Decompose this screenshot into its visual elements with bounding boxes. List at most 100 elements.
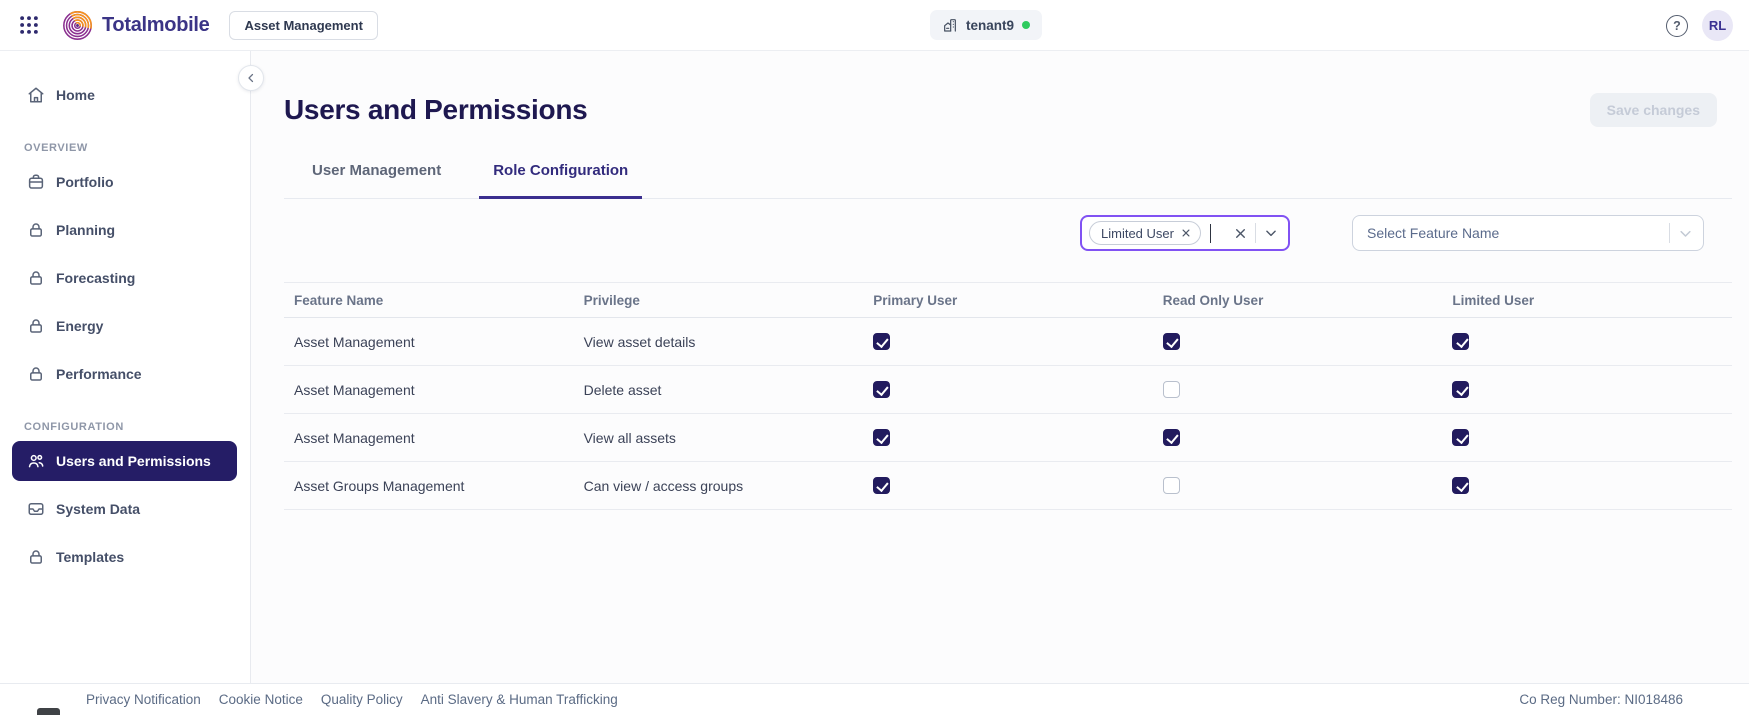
checkbox-read-only-user[interactable] <box>1162 477 1180 494</box>
checkbox-primary-user-cell <box>863 414 1153 462</box>
checkbox-primary-user[interactable] <box>873 429 891 446</box>
bottom-left-artifact <box>37 708 60 715</box>
chevron-left-icon <box>248 73 254 83</box>
main-content: Users and Permissions Save changes User … <box>251 51 1749 683</box>
tab-bar: User Management Role Configuration <box>284 143 1732 199</box>
clear-filter-icon[interactable] <box>1234 227 1247 240</box>
privilege-cell: Delete asset <box>583 381 662 398</box>
chip-remove-icon[interactable] <box>1181 228 1191 238</box>
table-row: Asset Management Delete asset <box>284 366 1732 414</box>
checkbox-read-only-user[interactable] <box>1162 429 1180 446</box>
privilege-cell: View all assets <box>583 429 676 446</box>
checkbox-primary-user-cell <box>863 366 1153 414</box>
privilege-cell: View asset details <box>583 333 696 350</box>
permissions-table: Feature Name Privilege Primary User Read On… <box>284 282 1732 510</box>
checkbox-read-only-user-cell <box>1153 366 1443 414</box>
save-changes-button[interactable]: Save changes <box>1589 93 1717 127</box>
table-header-row: Feature Name Privilege Primary User Read On… <box>284 283 1732 318</box>
table-row: Asset Groups Management Can view / access… <box>284 462 1732 510</box>
tab-user-management[interactable]: User Management <box>312 162 442 179</box>
sidebar-collapse-button[interactable] <box>238 65 264 91</box>
privilege-cell: Can view / access groups <box>583 477 744 494</box>
lock-icon <box>27 548 45 566</box>
chevron-down-icon[interactable] <box>1678 226 1693 241</box>
lock-icon <box>27 269 45 287</box>
checkbox-primary-user[interactable] <box>873 381 891 398</box>
sidebar-item-portfolio[interactable]: Portfolio <box>12 162 237 202</box>
co-reg-number: Co Reg Number: NI018486 <box>1519 692 1683 707</box>
chevron-down-icon[interactable] <box>1264 226 1278 240</box>
footer-link-anti-slavery-human-trafficking[interactable]: Anti Slavery & Human Trafficking <box>420 692 618 707</box>
filter-row: Limited User Select Feature Name <box>284 215 1732 251</box>
checkbox-primary-user[interactable] <box>873 477 891 494</box>
column-header-feature-name: Feature Name <box>294 293 384 308</box>
building-icon <box>942 17 958 33</box>
lock-icon <box>27 365 45 383</box>
role-chip-limited-user: Limited User <box>1089 221 1201 245</box>
tenant-name: tenant9 <box>966 17 1015 33</box>
footer-link-cookie-notice[interactable]: Cookie Notice <box>218 692 303 707</box>
divider <box>1255 223 1256 243</box>
content-row: Home OVERVIEW Portfolio Planning Forecasting… <box>0 51 1749 683</box>
checkbox-primary-user[interactable] <box>873 333 891 350</box>
footer-link-privacy-notification[interactable]: Privacy Notification <box>86 692 201 707</box>
checkbox-limited-user[interactable] <box>1452 333 1470 350</box>
feature-select-placeholder: Select Feature Name <box>1367 225 1500 241</box>
sidebar-item-users-and-permissions[interactable]: Users and Permissions <box>12 441 237 481</box>
help-icon[interactable]: ? <box>1666 14 1688 37</box>
app-switcher-button[interactable]: Asset Management <box>229 10 378 40</box>
avatar[interactable]: RL <box>1702 10 1733 41</box>
checkbox-read-only-user[interactable] <box>1162 333 1180 350</box>
checkbox-read-only-user-cell <box>1153 318 1443 366</box>
checkbox-limited-user-cell <box>1442 462 1732 510</box>
column-header-primary-user: Primary User <box>873 293 958 308</box>
feature-name-cell: Asset Management <box>294 381 415 398</box>
sidebar-item-label: Templates <box>56 549 125 565</box>
app-grid-icon[interactable] <box>18 14 40 36</box>
checkbox-read-only-user-cell <box>1153 414 1443 462</box>
column-header-read-only-user: Read Only User <box>1162 293 1264 308</box>
totalmobile-logo-icon <box>63 10 92 40</box>
tenant-badge[interactable]: tenant9 <box>930 10 1043 40</box>
tab-role-configuration[interactable]: Role Configuration <box>479 143 643 199</box>
feature-name-select[interactable]: Select Feature Name <box>1352 215 1704 251</box>
lock-icon <box>27 221 45 239</box>
column-header-limited-user: Limited User <box>1452 293 1535 308</box>
checkbox-read-only-user-cell <box>1153 462 1443 510</box>
sidebar-item-forecasting[interactable]: Forecasting <box>12 258 237 298</box>
users-icon <box>27 452 45 470</box>
checkbox-read-only-user[interactable] <box>1162 381 1180 398</box>
checkbox-limited-user[interactable] <box>1452 477 1470 494</box>
checkbox-primary-user-cell <box>863 462 1153 510</box>
sidebar: Home OVERVIEW Portfolio Planning Forecasting… <box>0 51 264 683</box>
lock-icon <box>27 317 45 335</box>
checkbox-limited-user-cell <box>1442 366 1732 414</box>
role-filter-multiselect[interactable]: Limited User <box>1080 215 1290 251</box>
sidebar-item-label: Planning <box>56 222 116 238</box>
sidebar-item-label: Portfolio <box>56 174 114 190</box>
feature-name-cell: Asset Groups Management <box>294 477 465 494</box>
inbox-icon <box>27 500 45 518</box>
section-label-overview: OVERVIEW <box>24 142 88 154</box>
checkbox-limited-user[interactable] <box>1452 429 1470 446</box>
sidebar-item-energy[interactable]: Energy <box>12 306 237 346</box>
divider <box>1669 223 1670 243</box>
briefcase-icon <box>27 173 45 191</box>
sidebar-item-system-data[interactable]: System Data <box>12 489 237 529</box>
sidebar-item-planning[interactable]: Planning <box>12 210 237 250</box>
tenant-status-dot <box>1022 21 1031 29</box>
checkbox-primary-user-cell <box>863 318 1153 366</box>
sidebar-item-performance[interactable]: Performance <box>12 354 237 394</box>
sidebar-item-label: Performance <box>56 366 142 382</box>
feature-name-cell: Asset Management <box>294 333 415 350</box>
brand-name: Totalmobile <box>102 13 210 36</box>
sidebar-item-label: System Data <box>56 501 141 517</box>
sidebar-item-home[interactable]: Home <box>12 75 237 115</box>
checkbox-limited-user[interactable] <box>1452 381 1470 398</box>
footer-link-quality-policy[interactable]: Quality Policy <box>320 692 403 707</box>
page-title: Users and Permissions <box>284 94 588 125</box>
sidebar-item-templates[interactable]: Templates <box>12 537 237 577</box>
top-bar: Totalmobile Asset Management tenant9 ? R… <box>0 0 1749 51</box>
table-row: Asset Management View all assets <box>284 414 1732 462</box>
